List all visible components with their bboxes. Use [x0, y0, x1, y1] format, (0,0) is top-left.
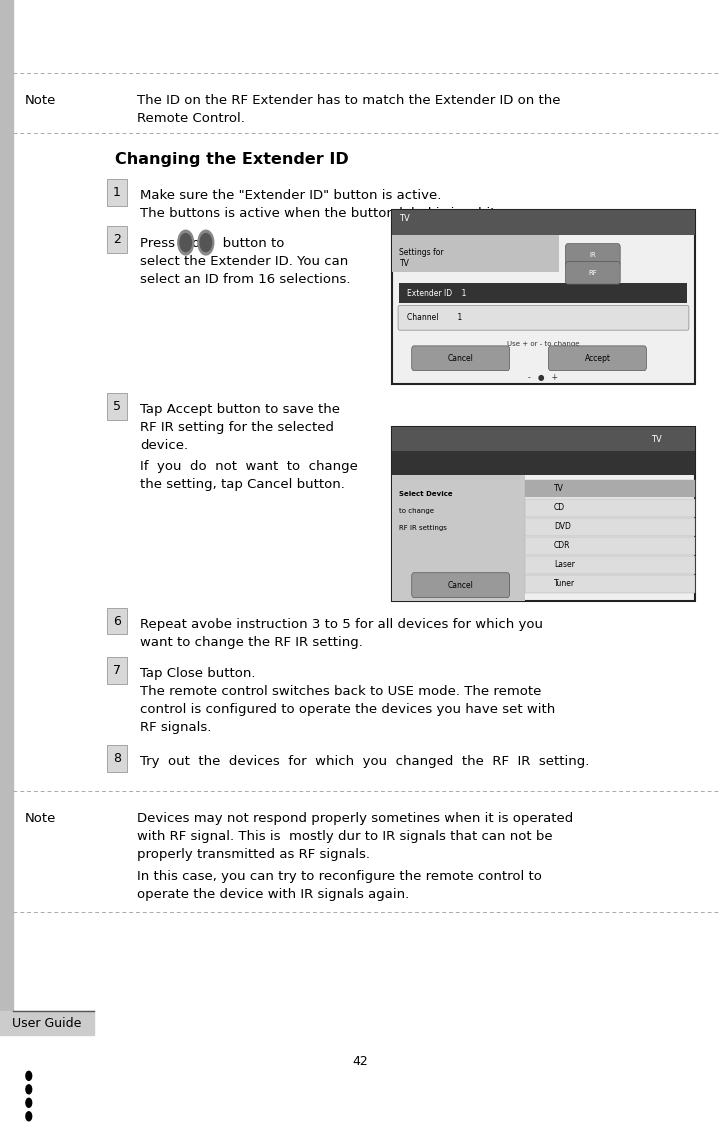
Text: TV: TV: [652, 435, 662, 444]
Bar: [392, 210, 695, 384]
Text: If  you  do  not  want  to  change: If you do not want to change: [140, 460, 359, 474]
Bar: [0, 1011, 94, 1035]
Text: select the Extender ID. You can: select the Extender ID. You can: [140, 255, 348, 268]
Text: properly transmitted as RF signals.: properly transmitted as RF signals.: [137, 848, 370, 861]
Text: Remote Control.: Remote Control.: [137, 112, 245, 126]
Bar: [392, 235, 559, 272]
Bar: [392, 427, 695, 601]
Text: the setting, tap Cancel button.: the setting, tap Cancel button.: [140, 478, 345, 492]
Text: 8: 8: [113, 751, 121, 765]
Text: Select Device: Select Device: [400, 491, 453, 497]
FancyBboxPatch shape: [107, 608, 127, 634]
Bar: [392, 427, 695, 451]
FancyBboxPatch shape: [107, 226, 127, 253]
Text: Try  out  the  devices  for  which  you  changed  the  RF  IR  setting.: Try out the devices for which you change…: [140, 755, 590, 768]
Text: Tap Accept button to save the: Tap Accept button to save the: [140, 403, 341, 417]
Text: control is configured to operate the devices you have set with: control is configured to operate the dev…: [140, 703, 556, 716]
FancyBboxPatch shape: [398, 305, 689, 330]
Circle shape: [180, 234, 192, 252]
Bar: [392, 210, 695, 235]
Bar: [392, 475, 526, 601]
Text: 2: 2: [113, 232, 121, 246]
Text: Cancel: Cancel: [448, 354, 474, 363]
Text: The remote control switches back to USE mode. The remote: The remote control switches back to USE …: [140, 685, 541, 699]
Text: RF signals.: RF signals.: [140, 721, 212, 734]
Text: RF: RF: [588, 270, 597, 276]
Text: Make sure the "Extender ID" button is active.: Make sure the "Extender ID" button is ac…: [140, 189, 442, 202]
FancyBboxPatch shape: [565, 244, 620, 266]
Text: Use + or - to change: Use + or - to change: [507, 340, 580, 347]
Text: User Guide: User Guide: [12, 1016, 81, 1030]
Text: 5: 5: [113, 400, 121, 413]
Text: Accept: Accept: [585, 354, 611, 363]
Text: Changing the Extender ID: Changing the Extender ID: [115, 152, 349, 166]
Text: In this case, you can try to reconfigure the remote control to: In this case, you can try to reconfigure…: [137, 870, 541, 884]
Text: Settings for: Settings for: [400, 248, 444, 257]
Text: Tuner: Tuner: [554, 579, 575, 588]
Text: Laser: Laser: [554, 560, 575, 569]
Text: CDR: CDR: [554, 541, 571, 550]
Circle shape: [26, 1112, 32, 1121]
Text: DVD: DVD: [554, 522, 571, 531]
FancyBboxPatch shape: [412, 346, 510, 371]
Text: device.: device.: [140, 439, 189, 453]
Text: CD: CD: [554, 503, 565, 512]
Bar: [392, 451, 695, 475]
Text: Note: Note: [25, 94, 57, 108]
Text: TV: TV: [400, 214, 410, 223]
Text: Devices may not respond properly sometines when it is operated: Devices may not respond properly sometin…: [137, 812, 573, 825]
Bar: [526, 518, 695, 536]
Text: operate the device with IR signals again.: operate the device with IR signals again…: [137, 888, 409, 902]
Circle shape: [198, 230, 214, 255]
Text: select an ID from 16 selections.: select an ID from 16 selections.: [140, 273, 351, 286]
Text: RF IR settings: RF IR settings: [400, 524, 447, 531]
Text: 7: 7: [113, 664, 121, 677]
Bar: [526, 537, 695, 555]
FancyBboxPatch shape: [107, 745, 127, 772]
Text: 6: 6: [113, 614, 121, 628]
Text: Channel        1: Channel 1: [407, 313, 462, 322]
Text: to change: to change: [400, 508, 434, 514]
Bar: [526, 499, 695, 517]
Bar: [526, 556, 695, 574]
FancyBboxPatch shape: [565, 262, 620, 284]
Text: want to change the RF IR setting.: want to change the RF IR setting.: [140, 636, 363, 649]
Text: RF IR setting for the selected: RF IR setting for the selected: [140, 421, 334, 435]
Text: -   ●   +: - ● +: [528, 373, 559, 382]
Bar: [526, 575, 695, 593]
Text: TV: TV: [554, 484, 564, 493]
FancyBboxPatch shape: [412, 573, 510, 597]
Text: 42: 42: [352, 1054, 368, 1068]
Circle shape: [26, 1085, 32, 1094]
Text: TV: TV: [400, 259, 410, 268]
FancyBboxPatch shape: [107, 179, 127, 206]
Circle shape: [26, 1098, 32, 1107]
Text: IR: IR: [590, 252, 596, 258]
Text: 1: 1: [113, 185, 121, 199]
Text: The buttons is active when the button label is in white.: The buttons is active when the button la…: [140, 207, 508, 220]
Text: The ID on the RF Extender has to match the Extender ID on the: The ID on the RF Extender has to match t…: [137, 94, 560, 108]
Text: Cancel: Cancel: [448, 581, 474, 590]
Text: Tap Close button.: Tap Close button.: [140, 667, 256, 681]
FancyBboxPatch shape: [107, 393, 127, 420]
FancyBboxPatch shape: [549, 346, 647, 371]
Bar: [400, 283, 688, 303]
Text: Repeat avobe instruction 3 to 5 for all devices for which you: Repeat avobe instruction 3 to 5 for all …: [140, 618, 544, 631]
Circle shape: [26, 1071, 32, 1080]
Text: Extender ID    1: Extender ID 1: [407, 289, 466, 298]
Circle shape: [178, 230, 194, 255]
Text: with RF signal. This is  mostly dur to IR signals that can not be: with RF signal. This is mostly dur to IR…: [137, 830, 552, 843]
Text: Note: Note: [25, 812, 57, 825]
Bar: [0, 0, 13, 1033]
FancyBboxPatch shape: [107, 657, 127, 684]
Bar: [526, 480, 695, 497]
Circle shape: [200, 234, 212, 252]
Text: Press    or    button to: Press or button to: [140, 237, 284, 250]
